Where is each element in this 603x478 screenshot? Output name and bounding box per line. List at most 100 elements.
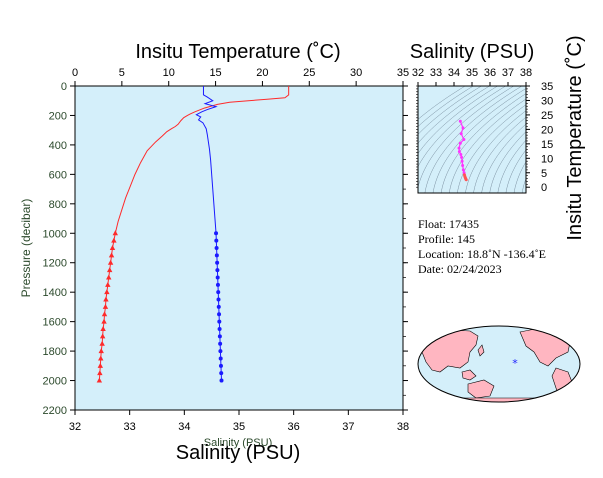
temperature-tick-label: 35	[397, 67, 409, 79]
density-contour	[465, 110, 526, 193]
temperature-point	[100, 326, 106, 331]
temperature-tick-label: 25	[303, 67, 315, 79]
salinity-point	[217, 327, 222, 331]
ts-temperature-tick-label: 30	[541, 95, 553, 107]
temperature-tick-label: 5	[119, 67, 125, 79]
salinity-point	[218, 349, 223, 354]
density-contour	[448, 98, 526, 193]
profile-plot: 0 5 10 15 20 25 30 35 32 33 34 35 36 37 38 0 200 400 600…	[19, 41, 409, 464]
temperature-tick-label: 0	[72, 67, 78, 79]
ts-point	[461, 168, 465, 172]
ts-point	[459, 132, 463, 136]
density-contour	[457, 104, 526, 193]
salinity-tick-label: 36	[288, 421, 300, 433]
series-line	[98, 86, 290, 381]
salinity-series	[195, 86, 224, 383]
density-contour	[424, 86, 522, 193]
temperature-point	[104, 289, 110, 295]
pressure-tick-label: 2200	[43, 405, 67, 417]
density-contours	[418, 86, 526, 193]
temperature-point	[97, 370, 103, 376]
ts-point	[464, 178, 468, 182]
salinity-point	[216, 297, 221, 302]
density-contour	[497, 139, 526, 193]
ts-point	[461, 164, 465, 168]
salinity-point	[218, 341, 223, 346]
salinity-axis-ticks: 32 33 34 35 36 37 38	[69, 410, 409, 433]
temperature-point	[98, 348, 104, 354]
ts-salinity-tick-label: 38	[520, 67, 532, 79]
temperature-axis-title: Insitu Temperature (˚C)	[135, 41, 340, 63]
pressure-tick-label: 0	[61, 81, 67, 93]
pressure-tick-label: 1200	[43, 258, 67, 270]
ts-temperature-tick-label: 20	[541, 124, 553, 136]
ts-temperature-tick-label: 35	[541, 81, 553, 93]
ts-point	[460, 155, 464, 159]
ts-salinity-tick-label: 36	[484, 67, 496, 79]
density-contour	[481, 123, 526, 193]
ts-salinity-tick-label: 37	[502, 67, 514, 79]
temperature-point	[109, 245, 116, 250]
temperature-tick-label: 10	[163, 67, 175, 79]
ts-temperature-ticks: 0 5 10 15 20 25 30 35	[416, 81, 553, 194]
ts-point	[462, 138, 466, 141]
land-australia	[467, 379, 495, 399]
land-japan	[477, 344, 485, 357]
salinity-axis-title-ghost: Salinity (PSU)	[204, 437, 272, 449]
salinity-point	[217, 319, 222, 324]
density-contour	[418, 86, 498, 154]
temperature-axis-ticks: 0 5 10 15 20 25 30 35	[72, 67, 409, 86]
density-contour	[418, 86, 514, 189]
salinity-point	[219, 371, 224, 376]
temperature-point	[108, 252, 115, 258]
pressure-tick-label: 800	[49, 199, 67, 211]
temperature-point	[98, 355, 104, 361]
ts-temperature-axis-title: Insitu Temperature (˚C)	[564, 35, 586, 240]
pressure-tick-label: 1800	[43, 346, 67, 358]
pressure-axis-ticks: 0 200 400 600 800 1000 1200 1400 1600 1800 2000 220…	[43, 81, 75, 417]
ts-plot-area	[418, 86, 526, 193]
ts-point	[459, 153, 463, 157]
pressure-tick-label: 200	[49, 110, 67, 122]
info-profile: Profile: 145	[418, 232, 475, 246]
temperature-tick-label: 20	[256, 67, 268, 79]
float-info: Float: 17435 Profile: 145 Location: 18.8…	[418, 217, 546, 276]
profile-plot-area	[74, 85, 404, 411]
density-contour	[418, 86, 474, 127]
temperature-point	[103, 296, 109, 302]
salinity-point	[217, 334, 222, 339]
salinity-tick-label: 32	[69, 421, 81, 433]
density-contour	[418, 86, 506, 168]
ts-salinity-tick-label: 32	[412, 67, 424, 79]
ts-point	[461, 126, 465, 130]
temperature-point	[102, 303, 109, 309]
temperature-tick-label: 15	[209, 67, 221, 79]
info-float: Float: 17435	[418, 217, 479, 231]
ts-salinity-tick-label: 33	[430, 67, 442, 79]
pressure-axis-ticks-right	[403, 85, 408, 411]
salinity-point	[217, 312, 222, 317]
pressure-tick-label: 2000	[43, 376, 67, 388]
temperature-point	[106, 267, 113, 273]
density-contour	[489, 131, 526, 193]
salinity-point	[219, 378, 224, 383]
ts-series	[457, 119, 468, 182]
info-date: Date: 02/24/2023	[418, 262, 502, 276]
ts-temperature-tick-label: 5	[541, 168, 547, 180]
ts-point	[457, 150, 461, 154]
temperature-point	[106, 274, 112, 280]
temperature-series	[96, 86, 290, 383]
density-contour	[418, 86, 490, 144]
salinity-tick-label: 37	[342, 421, 354, 433]
salinity-point	[215, 282, 220, 287]
density-contour	[521, 177, 526, 193]
salinity-point	[215, 260, 220, 265]
salinity-axis-title: Salinity (PSU)	[176, 442, 300, 464]
temperature-tick-label: 30	[350, 67, 362, 79]
info-location: Location: 18.8˚N -136.4˚E	[418, 247, 546, 261]
temperature-point	[105, 281, 111, 287]
temperature-point	[112, 230, 118, 236]
salinity-point	[214, 253, 219, 258]
salinity-tick-label: 38	[397, 421, 409, 433]
salinity-tick-label: 35	[233, 421, 245, 433]
